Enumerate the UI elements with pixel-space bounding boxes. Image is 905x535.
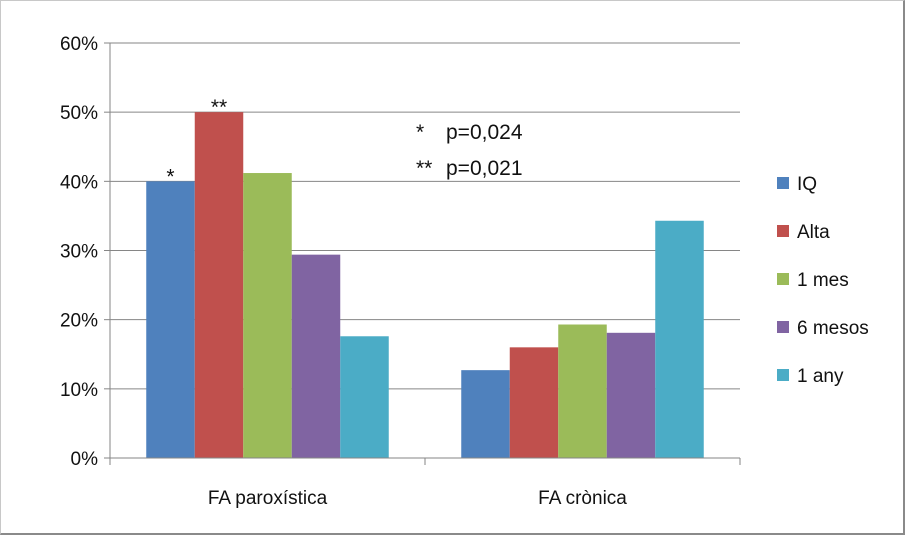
y-tick-label: 0% (71, 449, 99, 470)
legend-swatch (777, 321, 789, 333)
bar (194, 112, 244, 459)
bar (655, 220, 704, 458)
y-axis-ticks: 0% 10% 20% 30% 40% 50% 60% (60, 34, 98, 470)
legend-label: IQ (797, 174, 817, 195)
legend: IQ Alta 1 mes 6 mesos 1 any (777, 174, 869, 387)
legend-swatch (777, 177, 789, 189)
legend-label: 1 mes (797, 270, 849, 291)
annotation-text: p=0,024 (446, 121, 523, 144)
bars (146, 112, 704, 459)
y-tick-label: 10% (60, 380, 98, 401)
axes (104, 42, 741, 465)
x-category-label: FA paroxística (208, 488, 328, 509)
annotation-marker: ** (416, 157, 432, 180)
legend-label: 6 mesos (797, 318, 869, 339)
bar-markers: *** (166, 96, 227, 188)
bar (558, 324, 607, 458)
bar (243, 173, 292, 459)
y-tick-label: 30% (60, 242, 98, 263)
x-category-label: FA crònica (538, 488, 627, 509)
y-tick-label: 50% (60, 103, 98, 124)
bar-marker: * (166, 165, 174, 188)
bar (340, 336, 389, 458)
annotation-marker: * (416, 121, 424, 144)
legend-swatch (777, 273, 789, 285)
bar-marker: ** (211, 96, 227, 119)
legend-label: Alta (797, 222, 830, 243)
bar (291, 254, 341, 458)
y-tick-label: 60% (60, 34, 98, 55)
x-axis-categories: FA paroxística FA crònica (208, 488, 627, 509)
legend-swatch (777, 369, 789, 381)
p-value-annotations: * p=0,024 ** p=0,021 (416, 121, 523, 180)
bar (509, 347, 559, 458)
legend-swatch (777, 225, 789, 237)
legend-label: 1 any (797, 366, 844, 387)
annotation-text: p=0,021 (446, 157, 523, 180)
y-tick-label: 20% (60, 311, 98, 332)
bar (461, 370, 510, 458)
y-tick-label: 40% (60, 172, 98, 193)
bar (146, 181, 195, 459)
bar (606, 332, 656, 458)
